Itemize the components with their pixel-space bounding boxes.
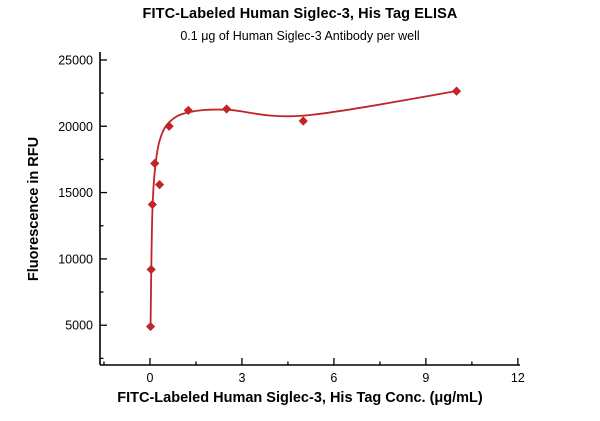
y-tick-label: 20000: [58, 120, 93, 134]
data-point-marker: [146, 264, 156, 275]
y-tick-label: 5000: [65, 319, 93, 333]
chart-title: FITC-Labeled Human Siglec-3, His Tag ELI…: [142, 6, 458, 22]
x-tick-label: 12: [511, 371, 525, 385]
y-tick-label: 10000: [58, 252, 93, 266]
data-point-marker: [145, 321, 156, 332]
x-tick-label: 9: [422, 371, 429, 385]
data-point-marker: [164, 121, 174, 131]
data-point-marker: [222, 104, 232, 114]
data-point-marker: [183, 105, 193, 115]
data-point-marker: [298, 116, 308, 126]
x-tick-label: 3: [238, 371, 245, 385]
data-point-marker: [150, 158, 160, 169]
data-point-marker: [154, 180, 165, 190]
tick-marks: [100, 59, 519, 365]
x-tick-label: 0: [146, 371, 153, 385]
data-point-marker: [147, 199, 157, 210]
axes: [99, 52, 520, 366]
tick-labels: 0 3 6 9 12 5000 10000 15000 20000 25000: [58, 53, 525, 385]
x-tick-label: 6: [330, 371, 337, 385]
y-tick-label: 25000: [58, 53, 93, 67]
data-points: [145, 86, 462, 332]
data-point-marker: [451, 86, 462, 96]
y-tick-label: 15000: [58, 186, 93, 200]
fit-curve: [149, 90, 458, 328]
chart-subtitle: 0.1 μg of Human Siglec-3 Antibody per we…: [180, 29, 420, 43]
x-axis-label: FITC-Labeled Human Siglec-3, His Tag Con…: [117, 390, 483, 406]
